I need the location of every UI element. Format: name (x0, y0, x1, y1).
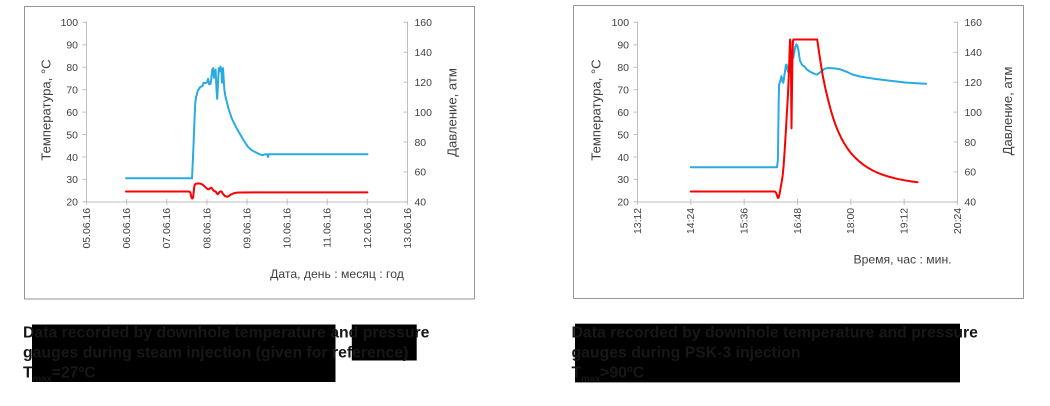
svg-text:80: 80 (415, 138, 427, 149)
svg-text:12.06.16: 12.06.16 (363, 208, 374, 249)
svg-text:40: 40 (415, 198, 427, 209)
svg-text:Data recorded by downhole temp: Data recorded by downhole temperature an… (572, 325, 979, 342)
svg-text:60: 60 (66, 108, 78, 119)
svg-text:11.06.16: 11.06.16 (323, 208, 334, 248)
svg-text:100: 100 (965, 108, 983, 119)
svg-text:19:12: 19:12 (900, 208, 911, 234)
svg-text:70: 70 (66, 85, 78, 96)
svg-text:140: 140 (965, 48, 983, 59)
svg-text:50: 50 (66, 130, 78, 141)
svg-text:05.06.16: 05.06.16 (82, 208, 93, 249)
svg-text:07.06.16: 07.06.16 (162, 208, 173, 249)
svg-text:60: 60 (965, 168, 977, 179)
svg-text:60: 60 (415, 168, 427, 179)
svg-text:08.06.16: 08.06.16 (202, 208, 213, 249)
svg-text:13:12: 13:12 (633, 208, 644, 234)
svg-text:Температура, °C: Температура, °C (589, 59, 604, 160)
svg-text:20:24: 20:24 (953, 208, 964, 234)
svg-text:18:00: 18:00 (846, 208, 857, 234)
svg-text:30: 30 (617, 175, 629, 186)
svg-text:50: 50 (617, 130, 629, 141)
svg-text:Температура, °C: Температура, °C (39, 59, 54, 160)
svg-text:gauges during PSK-3 injection: gauges during PSK-3 injection (572, 345, 801, 362)
svg-text:09.06.16: 09.06.16 (242, 208, 253, 249)
svg-text:100: 100 (61, 18, 79, 29)
svg-text:Data recorded by downhole temp: Data recorded by downhole temperature an… (23, 325, 430, 342)
svg-text:90: 90 (617, 41, 629, 52)
svg-text:20: 20 (66, 198, 78, 209)
svg-text:Давление, атм: Давление, атм (445, 68, 460, 157)
svg-text:14:24: 14:24 (686, 208, 697, 234)
svg-text:70: 70 (617, 85, 629, 96)
svg-text:13.06.16: 13.06.16 (403, 208, 414, 249)
svg-text:80: 80 (66, 63, 78, 74)
svg-text:Время, час : мин.: Время, час : мин. (853, 253, 951, 267)
svg-text:30: 30 (66, 175, 78, 186)
svg-text:80: 80 (617, 63, 629, 74)
svg-text:15:36: 15:36 (740, 208, 751, 234)
svg-text:140: 140 (415, 48, 433, 59)
svg-text:100: 100 (415, 108, 433, 119)
svg-text:100: 100 (612, 18, 630, 29)
svg-text:160: 160 (965, 18, 983, 29)
svg-text:160: 160 (415, 18, 433, 29)
svg-text:120: 120 (415, 78, 433, 89)
svg-text:90: 90 (66, 41, 78, 52)
svg-text:60: 60 (617, 108, 629, 119)
svg-text:06.06.16: 06.06.16 (122, 208, 133, 249)
svg-text:16:48: 16:48 (793, 208, 804, 234)
svg-text:80: 80 (965, 138, 977, 149)
svg-text:10.06.16: 10.06.16 (283, 208, 294, 249)
svg-text:120: 120 (965, 78, 983, 89)
svg-text:Дата, день : месяц : год: Дата, день : месяц : год (270, 267, 404, 281)
svg-text:20: 20 (617, 198, 629, 209)
svg-text:40: 40 (66, 153, 78, 164)
svg-text:40: 40 (617, 153, 629, 164)
svg-text:gauges during steam injection: gauges during steam injection (given for… (23, 345, 408, 362)
svg-text:40: 40 (965, 198, 977, 209)
svg-text:Давление, атм: Давление, атм (1000, 67, 1015, 156)
